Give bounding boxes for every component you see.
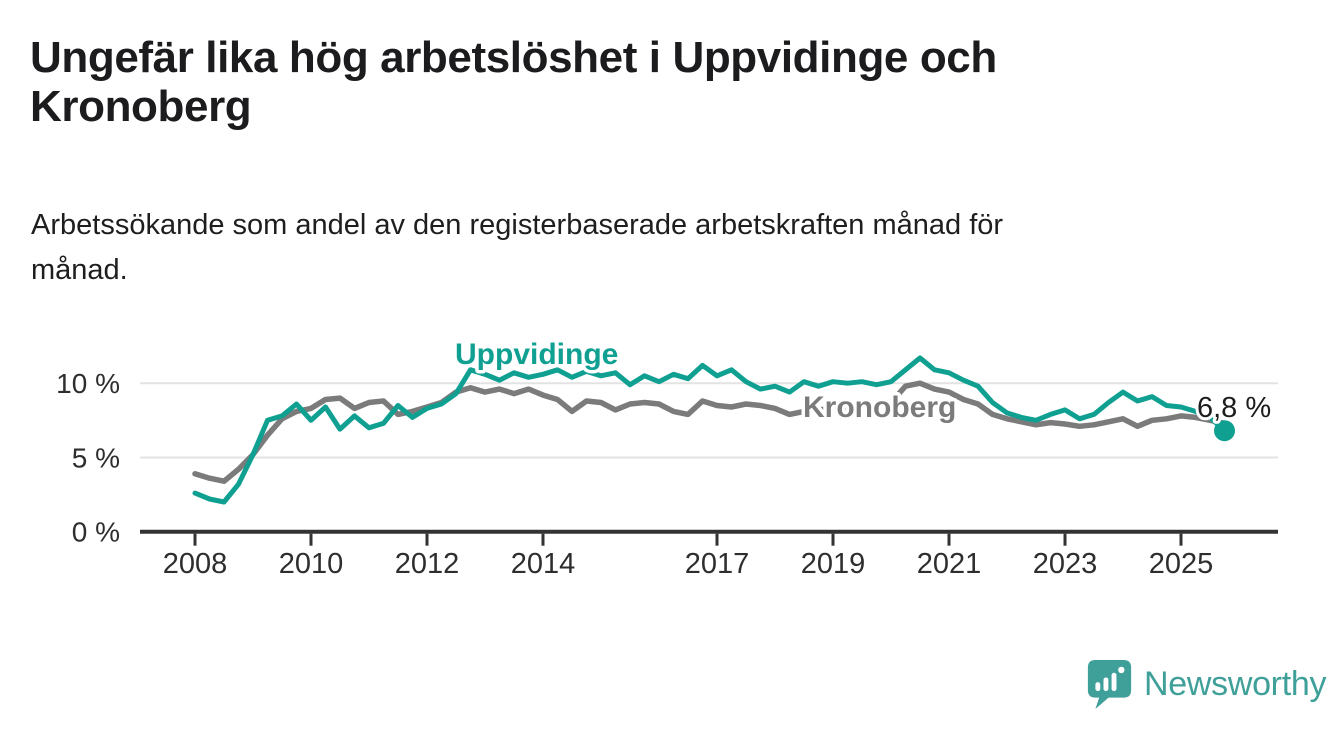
x-axis-label-2017: 2017 (685, 548, 750, 580)
chart-subtitle: Arbetssökande som andel av den registerb… (31, 203, 1003, 293)
subtitle-line-2: månad. (31, 254, 128, 286)
x-axis-label-2021: 2021 (917, 548, 982, 580)
title-line-1: Ungefär lika hög arbetslöshet i Uppvidin… (30, 33, 997, 82)
series-line-uppvidinge (192, 355, 1227, 505)
x-axis-label-2012: 2012 (395, 548, 460, 580)
logo-bar-medium (1103, 676, 1109, 691)
x-axis-label-2025: 2025 (1149, 548, 1214, 580)
newsworthy-logo-icon (1087, 659, 1132, 709)
unemployment-line-chart: 0 % 5 % 10 % 2008 2010 2012 2014 2017 2019 2021 20… (56, 335, 1278, 580)
y-axis-label-5: 5 % (72, 442, 120, 473)
title-line-2: Kronoberg (30, 82, 252, 131)
series-label-uppvidinge: Uppvidinge (455, 338, 618, 371)
logo-speech-bubble (1087, 659, 1132, 709)
x-axis-label-2023: 2023 (1033, 548, 1098, 580)
series-end-dot-uppvidinge (1214, 420, 1235, 442)
series-label-kronoberg: Kronoberg (803, 391, 956, 424)
latest-value-annotation: 6,8 % (1197, 392, 1271, 424)
page-title: Ungefär lika hög arbetslöshet i Uppvidin… (30, 33, 997, 131)
newsworthy-brand-text: Newsworthy (1144, 664, 1327, 703)
series-line-kronoberg (192, 380, 1228, 484)
y-axis-label-10: 10 % (56, 368, 120, 399)
x-axis-label-2014: 2014 (511, 548, 576, 580)
x-axis-label-2019: 2019 (801, 548, 866, 580)
x-axis-label-2008: 2008 (163, 548, 228, 580)
footer-brand: Newsworthy (1086, 655, 1326, 713)
logo-bar-short (1095, 681, 1101, 691)
x-axis-label-2010: 2010 (279, 548, 344, 580)
logo-bar-tall (1111, 672, 1117, 691)
y-axis-label-0: 0 % (72, 517, 120, 548)
subtitle-line-1: Arbetssökande som andel av den registerb… (31, 209, 1004, 241)
logo-exclamation-dot (1118, 666, 1125, 673)
